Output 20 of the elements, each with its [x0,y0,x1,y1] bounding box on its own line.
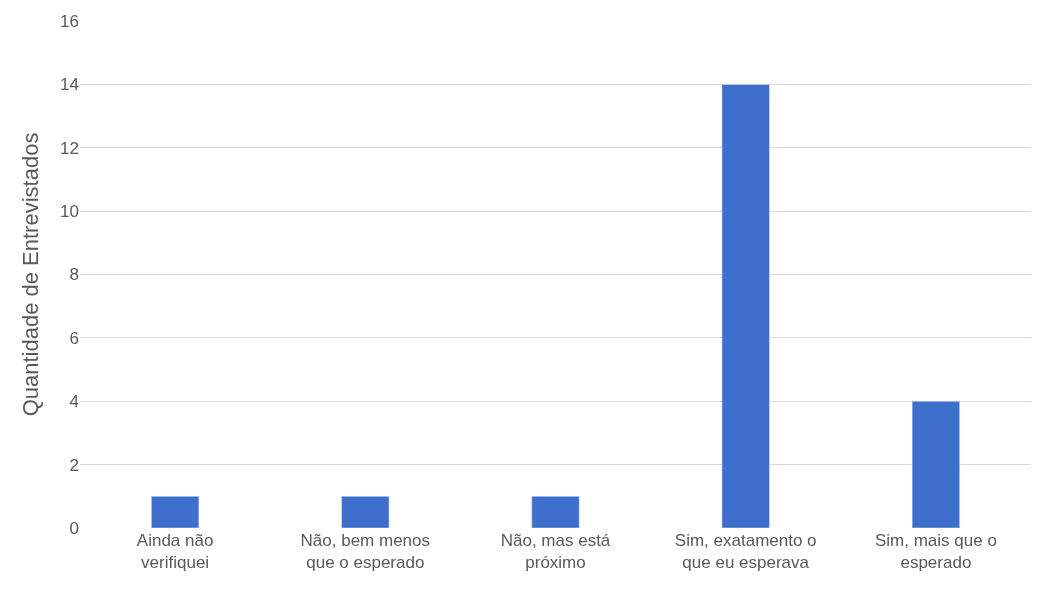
y-tick-label: 4 [69,392,79,412]
bar [531,496,580,528]
y-tick-label: 2 [69,455,79,475]
y-axis-title: Quantidade de Entrevistados [17,132,43,417]
bar [911,401,960,528]
x-tick-label: Não, bem menos que o esperado [300,531,431,573]
x-tick-label: Não, mas está próximo [500,531,611,573]
x-tick-label: Sim, exatamento o que eu esperava [674,531,817,573]
x-tick-label: Ainda não verifiquei [136,531,214,573]
y-tick-label: 16 [60,11,79,31]
bar [151,496,200,528]
y-tick-label: 14 [60,75,79,95]
bar [341,496,390,528]
y-tick-label: 0 [69,518,79,538]
y-tick-label: 12 [60,138,79,158]
y-tick-label: 8 [69,265,79,285]
x-tick-label: Sim, mais que o esperado [874,531,997,573]
y-tick-label: 6 [69,328,79,348]
bar [721,84,770,528]
y-tick-label: 10 [60,202,79,222]
